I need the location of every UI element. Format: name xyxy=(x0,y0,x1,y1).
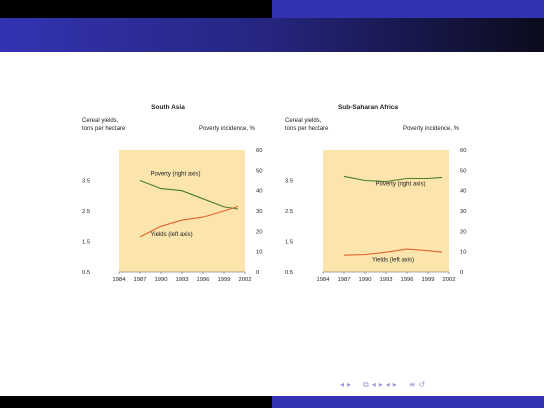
y-right-tick-label: 10 xyxy=(460,250,466,256)
subsection-left-icon[interactable]: ◂ xyxy=(371,380,376,389)
y-right-tick-label: 50 xyxy=(256,168,262,174)
top-strip xyxy=(0,0,544,18)
navigation-bar: ◂ ▸ ⧉ ◂ ▸ ◂ ▸ ≡ ↺ xyxy=(340,379,425,391)
series-label-yields: Yields (left axis) xyxy=(151,232,193,238)
y-right-tick-label: 10 xyxy=(256,250,262,256)
frame-icon[interactable]: ⧉ xyxy=(363,380,369,389)
y-right-tick-label: 0 xyxy=(256,270,259,276)
align-icon[interactable]: ≡ xyxy=(408,380,416,389)
x-tick-label: 2002 xyxy=(443,277,456,283)
subsection-right-icon[interactable]: ▸ xyxy=(378,380,383,389)
y-right-tick-label: 60 xyxy=(256,148,262,154)
y-left-tick-label: 1.5 xyxy=(285,240,293,246)
chart-title: Sub-Saharan Africa xyxy=(338,104,398,111)
y-left-tick-label: 2.5 xyxy=(82,209,90,215)
left-axis-label: Cereal yields, xyxy=(285,118,322,124)
x-tick-label: 1984 xyxy=(317,277,331,283)
bottom-strip xyxy=(0,396,544,408)
x-tick-label: 1993 xyxy=(176,277,189,283)
left-axis-label: Cereal yields, xyxy=(82,118,119,124)
y-left-tick-label: 1.5 xyxy=(82,240,90,246)
x-tick-label: 1984 xyxy=(113,277,127,283)
y-right-tick-label: 40 xyxy=(256,189,262,195)
chart-sub-saharan-africa: Sub-Saharan Africa Cereal yields, tons per… xyxy=(285,104,466,283)
left-axis-label: tons per hectare xyxy=(82,126,126,132)
x-tick-label: 1990 xyxy=(359,277,372,283)
y-right-tick-label: 50 xyxy=(460,168,466,174)
y-left-tick-label: 0.5 xyxy=(285,270,293,276)
y-left-tick-label: 0.5 xyxy=(82,270,90,276)
top-strip-left xyxy=(0,0,272,18)
x-tick-label: 1990 xyxy=(155,277,168,283)
right-axis-label: Poverty incidence, % xyxy=(199,126,256,132)
y-right-tick-label: 30 xyxy=(460,209,466,215)
bottom-strip-left xyxy=(0,396,272,408)
plot-area xyxy=(119,150,245,272)
plot-area xyxy=(323,150,449,272)
search-icon[interactable]: ↺ xyxy=(418,380,426,389)
series-line-yields xyxy=(343,248,443,256)
chart-south-asia: South Asia Cereal yields, tons per hectare… xyxy=(82,104,262,283)
chart-title: South Asia xyxy=(151,104,185,111)
x-tick-label: 1993 xyxy=(380,277,393,283)
series-label-poverty: Poverty (right axis) xyxy=(151,171,201,177)
triangle-left-icon[interactable]: ◂ xyxy=(340,380,345,389)
y-right-tick-label: 40 xyxy=(460,189,466,195)
section-right-icon[interactable]: ▸ xyxy=(392,380,397,389)
y-left-tick-label: 3.5 xyxy=(285,179,293,185)
x-tick-label: 1987 xyxy=(134,277,147,283)
x-tick-label: 1996 xyxy=(401,277,414,283)
y-right-tick-label: 20 xyxy=(460,229,466,235)
y-right-tick-label: 0 xyxy=(460,270,463,276)
series-label-yields: Yields (left axis) xyxy=(372,258,414,264)
series-label-poverty: Poverty (right axis) xyxy=(376,182,426,188)
y-right-tick-label: 60 xyxy=(460,148,466,154)
y-left-tick-label: 2.5 xyxy=(285,209,293,215)
slide-title-bar xyxy=(0,18,544,52)
series-line-poverty xyxy=(343,175,443,183)
top-strip-right xyxy=(272,0,544,18)
triangle-right-icon[interactable]: ▸ xyxy=(347,380,352,389)
right-axis-label: Poverty incidence, % xyxy=(403,126,460,132)
y-left-tick-label: 3.5 xyxy=(82,179,90,185)
section-left-icon[interactable]: ◂ xyxy=(385,380,390,389)
x-tick-label: 1996 xyxy=(197,277,210,283)
left-axis-label: tons per hectare xyxy=(285,126,329,132)
x-tick-label: 1999 xyxy=(422,277,435,283)
x-tick-label: 2002 xyxy=(239,277,252,283)
x-tick-label: 1999 xyxy=(218,277,231,283)
series-line-yields xyxy=(139,205,239,238)
bottom-strip-right xyxy=(272,396,544,408)
x-tick-label: 1987 xyxy=(338,277,351,283)
series-line-poverty xyxy=(139,179,239,210)
y-right-tick-label: 30 xyxy=(256,209,262,215)
y-right-tick-label: 20 xyxy=(256,229,262,235)
